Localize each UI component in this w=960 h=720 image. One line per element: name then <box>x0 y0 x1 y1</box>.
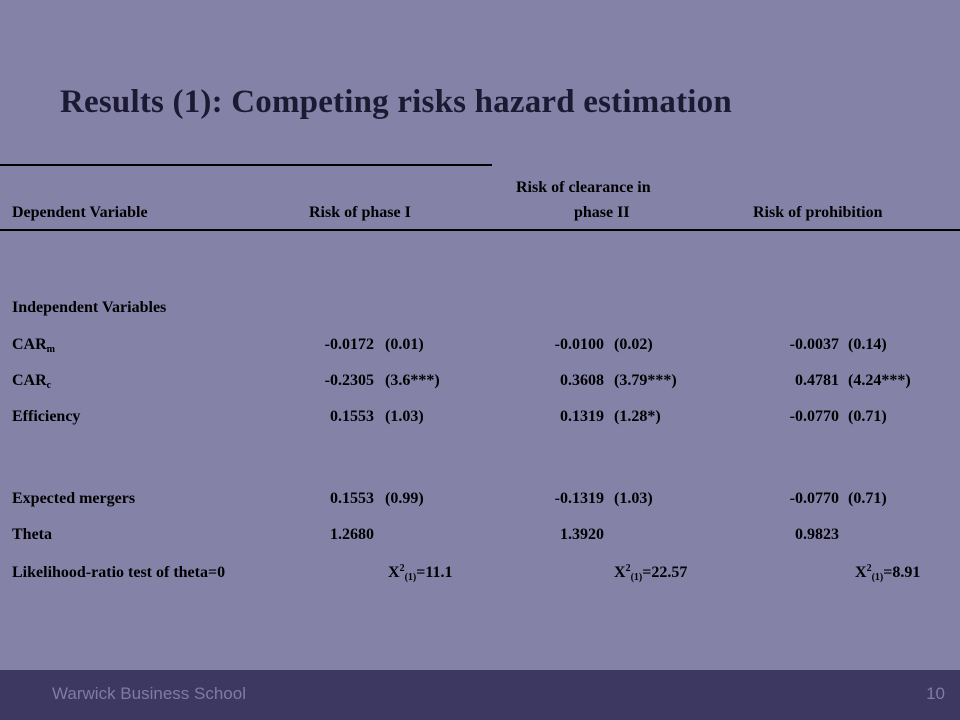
stat-phase2: (1.03) <box>614 490 653 507</box>
stat-phase1: (1.03) <box>385 408 424 425</box>
stat-phase1: (0.99) <box>385 490 424 507</box>
coef-phase2: 0.3608 <box>560 372 604 389</box>
coef-phase1: 1.2680 <box>330 526 374 543</box>
footer-school-name: Warwick Business School <box>52 684 246 703</box>
row-label: Efficiency <box>12 408 81 425</box>
coef-phase2: -0.0100 <box>554 336 604 353</box>
row-label: Theta <box>12 526 52 543</box>
coef-phase2: 1.3920 <box>560 526 604 543</box>
stat-phase3: (0.14) <box>848 336 887 353</box>
header-risk-clearance-line1: Risk of clearance in <box>516 179 651 196</box>
row-label: Expected mergers <box>12 490 136 507</box>
table-top-rule <box>0 164 492 166</box>
coef-phase3: -0.0037 <box>789 336 839 353</box>
header-risk-clearance-line2: phase II <box>574 204 630 221</box>
coef-phase3: 0.9823 <box>795 526 839 543</box>
coef-phase1: 0.1553 <box>330 490 374 507</box>
header-risk-prohibition: Risk of prohibition <box>753 204 883 221</box>
stat-phase2: (1.28*) <box>614 408 661 425</box>
coef-phase3: -0.0770 <box>789 490 839 507</box>
coef-phase3: -0.0770 <box>789 408 839 425</box>
stat-phase3: (4.24***) <box>848 372 911 389</box>
header-dependent-variable: Dependent Variable <box>12 204 148 221</box>
lr-stat-phase2: X2(1)=22.57 <box>614 563 688 583</box>
stat-phase2: (0.02) <box>614 336 653 353</box>
coef-phase2: -0.1319 <box>554 490 604 507</box>
page-number: 10 <box>926 684 945 703</box>
row-label: Likelihood-ratio test of theta=0 <box>12 564 226 581</box>
slide-title: Results (1): Competing risks hazard esti… <box>60 84 732 120</box>
coef-phase1: -0.0172 <box>324 336 374 353</box>
table-header-rule <box>0 229 960 231</box>
stat-phase3: (0.71) <box>848 408 887 425</box>
stat-phase1: (3.6***) <box>385 372 440 389</box>
coef-phase1: -0.2305 <box>324 372 374 389</box>
coef-phase1: 0.1553 <box>330 408 374 425</box>
stat-phase2: (3.79***) <box>614 372 677 389</box>
row-label: CARc <box>12 372 52 391</box>
stat-phase1: (0.01) <box>385 336 424 353</box>
stat-phase3: (0.71) <box>848 490 887 507</box>
footer-bar: Warwick Business School 10 <box>0 670 960 720</box>
header-risk-phase-1: Risk of phase I <box>309 204 411 221</box>
coef-phase2: 0.1319 <box>560 408 604 425</box>
section-independent-variables: Independent Variables <box>12 299 167 316</box>
row-label: CARm <box>12 336 56 355</box>
lr-stat-phase1: X2(1)=11.1 <box>388 563 453 583</box>
lr-stat-phase3: X2(1)=8.91 <box>855 563 921 583</box>
coef-phase3: 0.4781 <box>795 372 839 389</box>
